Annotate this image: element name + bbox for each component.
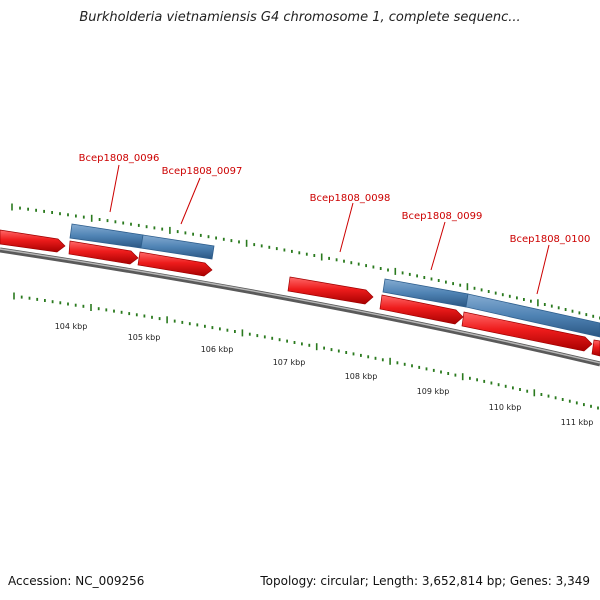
gene-labels: Bcep1808_0096 Bcep1808_0097 Bcep1808_009…	[79, 153, 591, 245]
scale-label-109: 109 kbp	[417, 387, 450, 396]
gene-feature-0097[interactable]	[140, 234, 215, 260]
genome-summary-text: Topology: circular; Length: 3,652,814 bp…	[260, 574, 590, 588]
accession-text: Accession: NC_009256	[8, 574, 145, 588]
scale-label-104: 104 kbp	[55, 322, 88, 331]
cds-arrow-0098[interactable]	[287, 276, 374, 305]
gene-label-0097[interactable]: Bcep1808_0097	[162, 166, 243, 177]
map-title: Burkholderia vietnamiensis G4 chromosome…	[79, 10, 521, 25]
inner-tick-track	[13, 292, 599, 410]
cds-arrow-0100[interactable]	[461, 311, 593, 352]
scale-label-106: 106 kbp	[201, 345, 234, 354]
scale-label-105: 105 kbp	[128, 333, 161, 342]
cds-arrow-0095[interactable]	[0, 229, 66, 253]
gene-feature-0100[interactable]	[465, 293, 600, 338]
scale-labels: 104 kbp 105 kbp 106 kbp 107 kbp 108 kbp …	[55, 322, 594, 427]
gene-label-0096[interactable]: Bcep1808_0096	[79, 153, 160, 164]
gene-track	[69, 223, 600, 338]
scale-label-107: 107 kbp	[273, 358, 306, 367]
gene-label-leaders	[109, 164, 550, 295]
cds-arrow-0097[interactable]	[137, 251, 213, 277]
backbone	[0, 247, 600, 367]
cds-track	[0, 229, 600, 357]
cds-arrow-0096[interactable]	[68, 240, 139, 265]
gene-label-0100[interactable]: Bcep1808_0100	[510, 234, 591, 245]
scale-label-108: 108 kbp	[345, 372, 378, 381]
scale-label-110: 110 kbp	[489, 403, 522, 412]
gene-label-0099[interactable]: Bcep1808_0099	[402, 211, 483, 222]
gene-label-0098[interactable]: Bcep1808_0098	[310, 193, 391, 204]
cds-arrow-0101[interactable]	[591, 339, 600, 357]
cds-arrow-0099[interactable]	[379, 294, 464, 325]
scale-label-111: 111 kbp	[561, 418, 594, 427]
outer-tick-track	[11, 203, 600, 320]
